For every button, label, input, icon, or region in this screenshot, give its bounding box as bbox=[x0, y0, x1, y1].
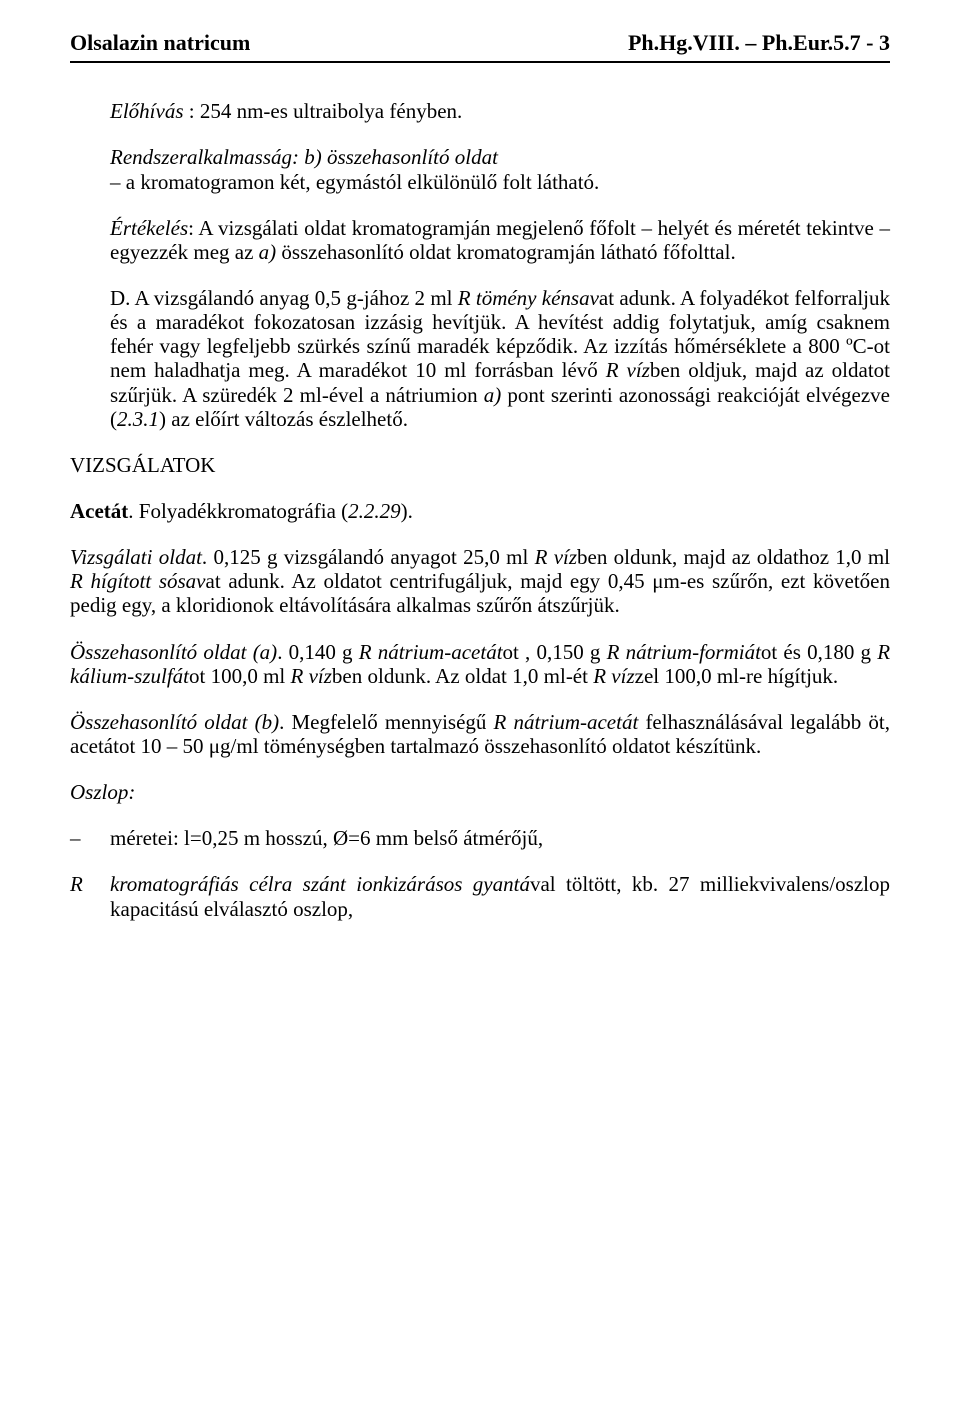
r-na-acetat: R nátrium-acetát bbox=[359, 640, 503, 664]
text-ossze-a-2: ot , 0,150 g bbox=[503, 640, 607, 664]
oszlop-label: Oszlop: bbox=[70, 780, 890, 804]
paragraph-acetat: Acetát. Folyadékkromatográfia (2.2.29). bbox=[70, 499, 890, 523]
r-kenysav: R tömény kénsav bbox=[458, 286, 599, 310]
paragraph-d: D. A vizsgálandó anyag 0,5 g-jához 2 ml … bbox=[110, 286, 890, 431]
r-viz-3: R víz bbox=[291, 664, 332, 688]
list-item-kromatografias: R kromatográfiás célra szánt ionkizáráso… bbox=[70, 872, 890, 920]
label-rendszer: Rendszeralkalmasság: b) összehasonlító o… bbox=[110, 145, 498, 169]
list-item-meretei: – méretei: l=0,25 m hosszú, Ø=6 mm belső… bbox=[70, 826, 890, 850]
r-viz-1: R víz bbox=[606, 358, 650, 382]
label-ossze-a: Összehasonlító oldat (a) bbox=[70, 640, 277, 664]
r-text-1: kromatográfiás célra szánt ionkizárásos … bbox=[110, 872, 530, 896]
r-sosav: R hígított sósav bbox=[70, 569, 206, 593]
list-marker-r: R bbox=[70, 872, 110, 920]
acetat-bold: Acetát bbox=[70, 499, 128, 523]
text-d-5: ) az előírt változás észlelhető. bbox=[159, 407, 408, 431]
list-content-kromatografias: kromatográfiás célra szánt ionkizárásos … bbox=[110, 872, 890, 920]
text-rendszer: – a kromatogramon két, egymástól elkülön… bbox=[110, 170, 599, 194]
text-ertekeles-2: összehasonlító oldat kromatogramján láth… bbox=[276, 240, 736, 264]
header-underline bbox=[70, 61, 890, 63]
ref-d: 2.3.1 bbox=[117, 407, 159, 431]
text-vizsgalati-2: ben oldunk, majd az oldathoz 1,0 ml bbox=[577, 545, 890, 569]
a-label-d: a) bbox=[484, 383, 502, 407]
text-ossze-a-6: zel 100,0 ml-re hígítjuk. bbox=[635, 664, 839, 688]
paragraph-osszehasonlito-a: Összehasonlító oldat (a). 0,140 g R nátr… bbox=[70, 640, 890, 688]
label-vizsgalati: Vizsgálati oldat bbox=[70, 545, 202, 569]
r-viz-2: R víz bbox=[535, 545, 577, 569]
header-right: Ph.Hg.VIII. – Ph.Eur.5.7 - 3 bbox=[628, 30, 890, 55]
r-na-acetat-2: R nátrium-acetát bbox=[494, 710, 639, 734]
label-ossze-b: Összehasonlító oldat (b) bbox=[70, 710, 279, 734]
paragraph-ertekeles: Értékelés: A vizsgálati oldat kromatogra… bbox=[110, 216, 890, 264]
label-ertekeles: Értékelés bbox=[110, 216, 188, 240]
section-vizsgalatok: VIZSGÁLATOK bbox=[70, 453, 890, 477]
acetat-ref: 2.2.29 bbox=[348, 499, 401, 523]
header-left: Olsalazin natricum bbox=[70, 30, 250, 55]
r-na-formiat: R nátrium-formiát bbox=[607, 640, 761, 664]
page-header: Olsalazin natricum Ph.Hg.VIII. – Ph.Eur.… bbox=[70, 30, 890, 55]
a-label-ertekeles: a) bbox=[259, 240, 277, 264]
list-marker-dash: – bbox=[70, 826, 110, 850]
paragraph-rendszer: Rendszeralkalmasság: b) összehasonlító o… bbox=[110, 145, 890, 193]
acetat-text2: ). bbox=[401, 499, 413, 523]
text-ossze-a-5: ben oldunk. Az oldat 1,0 ml-ét bbox=[332, 664, 593, 688]
marker-d: D. bbox=[110, 286, 135, 310]
paragraph-vizsgalati-oldat: Vizsgálati oldat. 0,125 g vizsgálandó an… bbox=[70, 545, 890, 617]
text-ossze-a-1: . 0,140 g bbox=[277, 640, 359, 664]
text-ossze-b-1: . Megfelelő mennyiségű bbox=[279, 710, 493, 734]
list-content-meretei: méretei: l=0,25 m hosszú, Ø=6 mm belső á… bbox=[110, 826, 890, 850]
text-ossze-a-3: ot és 0,180 g bbox=[761, 640, 877, 664]
text-elohivas: : 254 nm-es ultraibolya fényben. bbox=[184, 99, 463, 123]
paragraph-osszehasonlito-b: Összehasonlító oldat (b). Megfelelő menn… bbox=[70, 710, 890, 758]
paragraph-elohivas: Előhívás : 254 nm-es ultraibolya fényben… bbox=[110, 99, 890, 123]
text-vizsgalati-1: . 0,125 g vizsgálandó anyagot 25,0 ml bbox=[202, 545, 535, 569]
text-ossze-a-4: ot 100,0 ml bbox=[189, 664, 291, 688]
text-d-1: A vizsgálandó anyag 0,5 g-jához 2 ml bbox=[135, 286, 458, 310]
label-elohivas: Előhívás bbox=[110, 99, 184, 123]
r-viz-4: R víz bbox=[593, 664, 634, 688]
acetat-text: . Folyadékkromatográfia ( bbox=[128, 499, 348, 523]
